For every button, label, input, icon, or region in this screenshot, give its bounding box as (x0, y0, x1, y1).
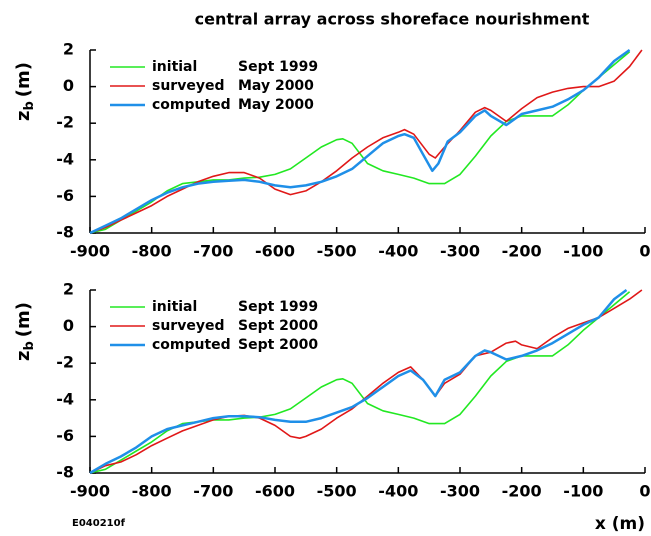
x-tick-label: -500 (317, 482, 357, 501)
legend-label: initial (152, 299, 197, 315)
x-tick-label: -800 (132, 242, 172, 261)
y-tick-label: 0 (63, 316, 74, 335)
x-tick-label: -500 (317, 242, 357, 261)
y-tick-label: -6 (56, 186, 74, 205)
x-tick-label: 0 (639, 482, 650, 501)
y-label: zb (m) (13, 62, 37, 121)
legend-date: Sept 2000 (238, 337, 318, 353)
x-tick-label: -900 (70, 242, 110, 261)
x-tick-label: -100 (563, 482, 603, 501)
x-tick-label: -400 (378, 482, 418, 501)
data-line (89, 291, 631, 474)
x-tick-label: -900 (70, 482, 110, 501)
legend-date: Sept 2000 (238, 318, 318, 334)
legend-label: initial (152, 59, 197, 75)
y-tick-label: 0 (63, 76, 74, 95)
x-tick-label: -600 (255, 242, 295, 261)
data-line (89, 48, 631, 235)
y-tick-label: -2 (56, 113, 74, 132)
y-label-unit: (m) (13, 302, 34, 337)
x-tick-label: -200 (502, 482, 542, 501)
x-tick-label: -700 (193, 482, 233, 501)
y-tick-label: -6 (56, 426, 74, 445)
y-tick-label: -8 (56, 463, 74, 482)
legend-label: computed (152, 337, 231, 353)
annotation: E040210f (72, 518, 126, 529)
chart-title: central array across shoreface nourishme… (195, 10, 590, 29)
legend-label: computed (152, 97, 231, 113)
data-line (89, 288, 628, 475)
x-tick-label: -400 (378, 242, 418, 261)
legend-date: May 2000 (238, 78, 314, 94)
x-tick-label: -200 (502, 242, 542, 261)
y-label-symbol: z (13, 351, 34, 361)
y-tick-label: -4 (56, 149, 74, 168)
y-tick-label: -4 (56, 389, 74, 408)
y-tick-label: 2 (63, 280, 74, 299)
y-tick-label: -2 (56, 353, 74, 372)
y-tick-label: 2 (63, 40, 74, 59)
x-tick-label: -700 (193, 242, 233, 261)
x-label: x (m) (595, 514, 645, 534)
data-line (89, 51, 631, 234)
data-line (89, 289, 643, 474)
y-label-subscript: b (22, 341, 37, 350)
y-label-subscript: b (22, 101, 37, 110)
y-tick-label: -8 (56, 223, 74, 242)
x-tick-label: 0 (639, 242, 650, 261)
x-tick-label: -600 (255, 482, 295, 501)
x-tick-label: -300 (440, 242, 480, 261)
y-label-unit: (m) (13, 62, 34, 97)
y-label: zb (m) (13, 302, 37, 361)
legend-label: surveyed (152, 78, 224, 94)
legend-label: surveyed (152, 318, 224, 334)
legend-date: Sept 1999 (238, 59, 318, 75)
x-tick-label: -300 (440, 482, 480, 501)
x-tick-label: -800 (132, 482, 172, 501)
x-tick-label: -100 (563, 242, 603, 261)
y-label-symbol: z (13, 111, 34, 121)
legend-date: May 2000 (238, 97, 314, 113)
legend-date: Sept 1999 (238, 299, 318, 315)
